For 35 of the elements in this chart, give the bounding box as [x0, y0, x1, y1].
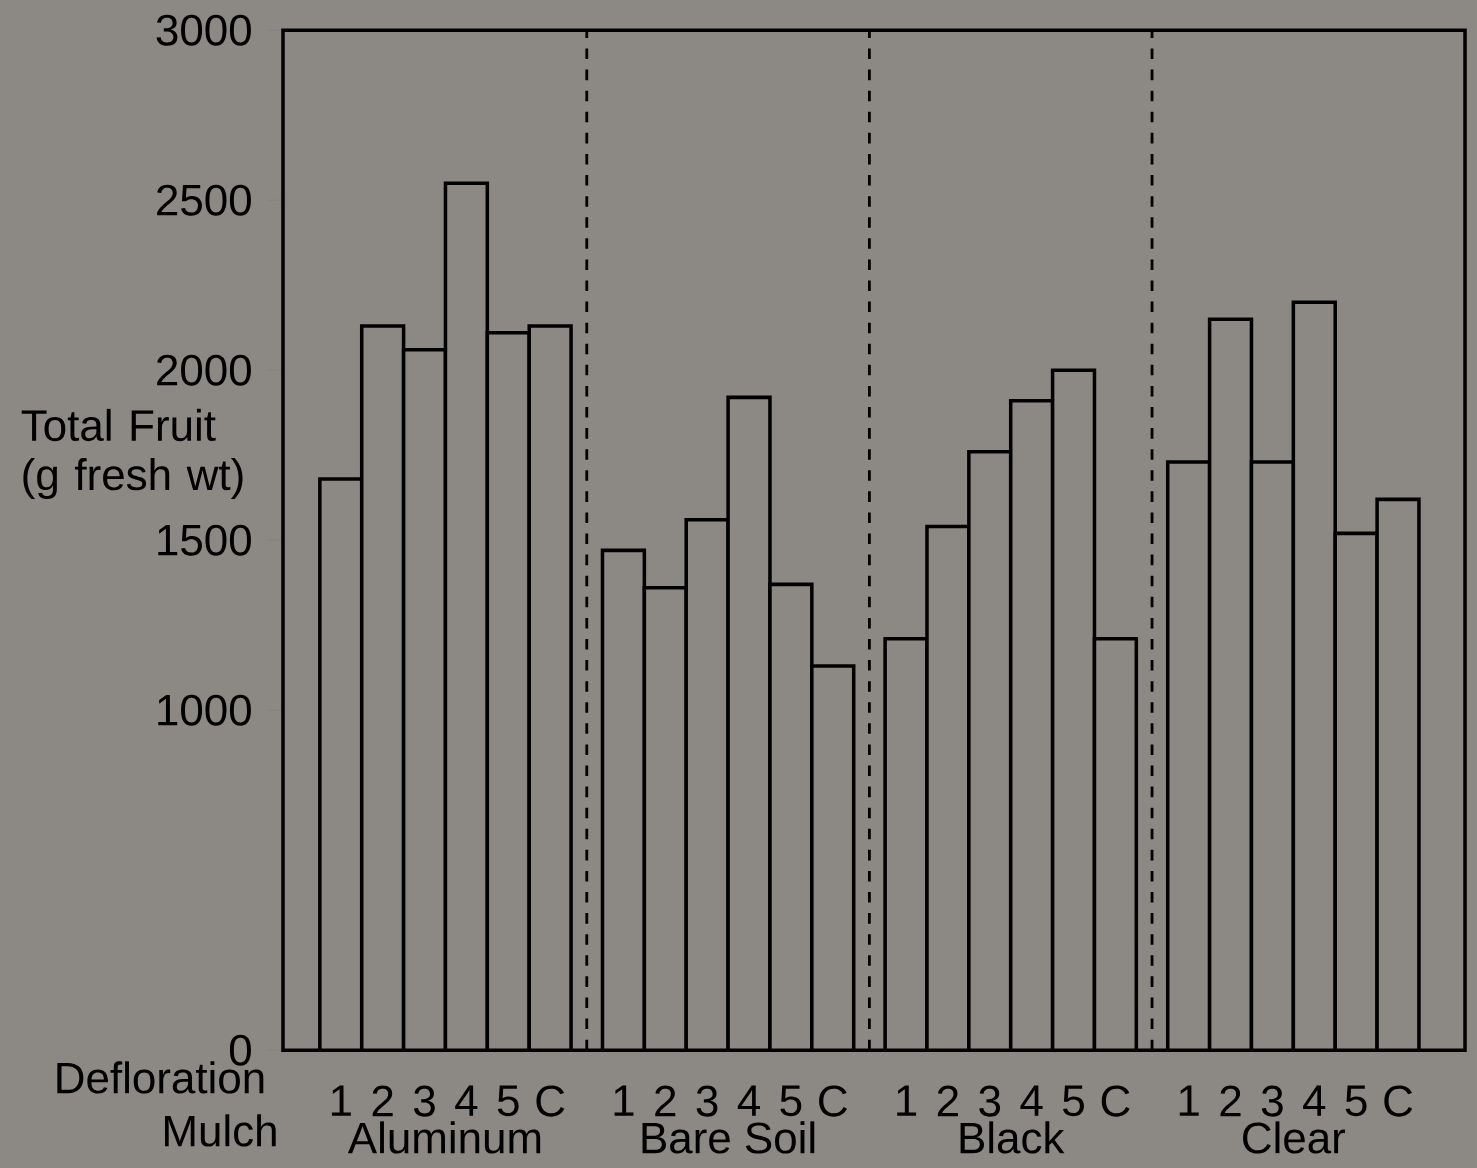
x-tick-label: 2 — [937, 1085, 958, 1117]
text: Mulch — [164, 1114, 276, 1147]
y-tick-label: 2000 — [157, 354, 251, 386]
x-tick-label: 2 — [372, 1085, 393, 1117]
y-tick-label: 1000 — [158, 694, 251, 726]
x-tick-label: 2 — [1220, 1085, 1241, 1117]
x-tick-label: 5 — [497, 1085, 519, 1117]
x-tick-label: C — [819, 1085, 847, 1117]
x-tick-label: 5 — [780, 1085, 802, 1117]
x-tick-label: 1 — [331, 1085, 351, 1116]
x-tick-label: 4 — [455, 1085, 478, 1116]
x-tick-label: 2 — [655, 1085, 676, 1117]
y-tick-label: 3000 — [156, 14, 251, 46]
x-tick-label: C — [1101, 1085, 1130, 1117]
x-tick-label: 3 — [413, 1085, 435, 1117]
x-tick-label: 1 — [1179, 1085, 1199, 1116]
x-tick-label: C — [1384, 1085, 1413, 1117]
y-tick-label: 2500 — [157, 184, 251, 216]
x-tick-label: 3 — [1261, 1085, 1283, 1117]
x-tick-label: 1 — [614, 1085, 634, 1116]
x-tick-label: 4 — [1303, 1085, 1326, 1116]
y-tick-label: 1500 — [158, 524, 251, 556]
x-tick-label: C — [536, 1085, 565, 1117]
text: Clear — [1243, 1121, 1346, 1154]
x-tick-label: 4 — [737, 1085, 760, 1116]
x-tick-label: 5 — [1063, 1085, 1084, 1117]
text: Aluminum — [347, 1121, 541, 1154]
y-axis-title: Total Fruit (g fresh wt) — [21, 408, 243, 499]
x-tick-label: 3 — [979, 1085, 1001, 1117]
x-tick-label: 5 — [1345, 1085, 1367, 1117]
x-tick-label: 3 — [696, 1085, 718, 1117]
x-tick-label: 4 — [1020, 1085, 1043, 1116]
text: Black — [960, 1121, 1065, 1154]
x-tick-label: 1 — [897, 1085, 917, 1116]
text: Bare Soil — [642, 1121, 815, 1154]
